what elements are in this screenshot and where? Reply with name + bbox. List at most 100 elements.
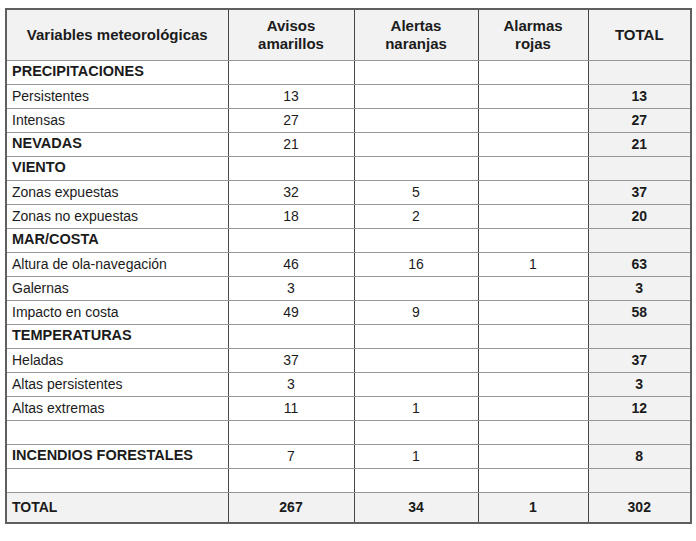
table-row-empty [6, 468, 691, 492]
cell-alarmas-rojas [478, 204, 588, 228]
cell-alertas-naranjas: 2 [354, 204, 478, 228]
cell-avisos-amarillos [228, 468, 354, 492]
cell-total: 8 [588, 444, 691, 468]
cell-avisos-amarillos: 21 [228, 132, 354, 156]
table-row-impacto-costa: Impacto en costa 49 9 58 [6, 300, 691, 324]
table-row-zonas-expuestas: Zonas expuestas 32 5 37 [6, 180, 691, 204]
cell-total [588, 228, 691, 252]
cell-alertas-naranjas [354, 132, 478, 156]
page: Variables meteorológicas Avisos amarillo… [0, 0, 696, 541]
cell-avisos-amarillos: 27 [228, 108, 354, 132]
cell-total [588, 156, 691, 180]
cell-total: 13 [588, 84, 691, 108]
cell-avisos-amarillos [228, 228, 354, 252]
cell-total: 37 [588, 348, 691, 372]
cell-avisos-amarillos: 37 [228, 348, 354, 372]
col-header-total: TOTAL [588, 9, 691, 60]
cell-alarmas-rojas [478, 396, 588, 420]
cell-avisos-amarillos: 11 [228, 396, 354, 420]
table-row-altas-persistentes: Altas persistentes 3 3 [6, 372, 691, 396]
row-label: INCENDIOS FORESTALES [6, 444, 228, 468]
cell-alertas-naranjas: 9 [354, 300, 478, 324]
row-label [6, 420, 228, 444]
row-label: TOTAL [6, 492, 228, 523]
cell-alarmas-rojas [478, 156, 588, 180]
table-row-precipitaciones: PRECIPITACIONES [6, 60, 691, 84]
cell-total [588, 468, 691, 492]
cell-total: 37 [588, 180, 691, 204]
cell-avisos-amarillos: 46 [228, 252, 354, 276]
header-row: Variables meteorológicas Avisos amarillo… [6, 9, 691, 60]
cell-alertas-naranjas [354, 108, 478, 132]
table-row-viento: VIENTO [6, 156, 691, 180]
table-row-empty [6, 420, 691, 444]
cell-total [588, 60, 691, 84]
weather-warnings-table: Variables meteorológicas Avisos amarillo… [5, 8, 692, 524]
cell-total: 27 [588, 108, 691, 132]
cell-alarmas-rojas [478, 228, 588, 252]
row-label: Galernas [6, 276, 228, 300]
cell-alarmas-rojas [478, 180, 588, 204]
cell-total: 302 [588, 492, 691, 523]
cell-avisos-amarillos: 3 [228, 276, 354, 300]
cell-avisos-amarillos: 13 [228, 84, 354, 108]
row-label: Altas extremas [6, 396, 228, 420]
cell-alertas-naranjas: 5 [354, 180, 478, 204]
col-header-alertas-naranjas: Alertas naranjas [354, 9, 478, 60]
cell-alertas-naranjas [354, 156, 478, 180]
row-label: TEMPERATURAS [6, 324, 228, 348]
cell-avisos-amarillos: 3 [228, 372, 354, 396]
cell-avisos-amarillos [228, 156, 354, 180]
col-header-avisos-amarillos: Avisos amarillos [228, 9, 354, 60]
row-label: Zonas no expuestas [6, 204, 228, 228]
cell-alarmas-rojas [478, 300, 588, 324]
cell-total: 12 [588, 396, 691, 420]
cell-alertas-naranjas [354, 60, 478, 84]
cell-alarmas-rojas: 1 [478, 252, 588, 276]
row-label: Impacto en costa [6, 300, 228, 324]
cell-total: 3 [588, 372, 691, 396]
cell-alarmas-rojas [478, 444, 588, 468]
cell-avisos-amarillos [228, 60, 354, 84]
cell-total: 21 [588, 132, 691, 156]
cell-alarmas-rojas [478, 276, 588, 300]
col-header-alarmas-rojas: Alarmas rojas [478, 9, 588, 60]
cell-alarmas-rojas [478, 348, 588, 372]
row-label: NEVADAS [6, 132, 228, 156]
cell-alertas-naranjas [354, 420, 478, 444]
table-row-incendios-forestales: INCENDIOS FORESTALES 7 1 8 [6, 444, 691, 468]
cell-alarmas-rojas [478, 420, 588, 444]
cell-alarmas-rojas [478, 84, 588, 108]
cell-avisos-amarillos: 32 [228, 180, 354, 204]
cell-total [588, 324, 691, 348]
cell-alertas-naranjas [354, 228, 478, 252]
cell-alarmas-rojas [478, 60, 588, 84]
table-row-intensas: Intensas 27 27 [6, 108, 691, 132]
table-row-total: TOTAL 267 34 1 302 [6, 492, 691, 523]
row-label: Persistentes [6, 84, 228, 108]
cell-avisos-amarillos: 49 [228, 300, 354, 324]
col-header-variables: Variables meteorológicas [6, 9, 228, 60]
cell-avisos-amarillos [228, 420, 354, 444]
row-label: Zonas expuestas [6, 180, 228, 204]
table-row-altas-extremas: Altas extremas 11 1 12 [6, 396, 691, 420]
cell-alertas-naranjas [354, 324, 478, 348]
row-label: VIENTO [6, 156, 228, 180]
cell-alertas-naranjas: 34 [354, 492, 478, 523]
cell-avisos-amarillos: 7 [228, 444, 354, 468]
cell-alarmas-rojas [478, 132, 588, 156]
row-label [6, 468, 228, 492]
cell-alertas-naranjas [354, 276, 478, 300]
cell-alarmas-rojas [478, 372, 588, 396]
table-row-temperaturas: TEMPERATURAS [6, 324, 691, 348]
cell-alarmas-rojas [478, 324, 588, 348]
table-row-heladas: Heladas 37 37 [6, 348, 691, 372]
table-row-nevadas: NEVADAS 21 21 [6, 132, 691, 156]
cell-total: 3 [588, 276, 691, 300]
cell-alertas-naranjas [354, 348, 478, 372]
row-label: Intensas [6, 108, 228, 132]
cell-avisos-amarillos [228, 324, 354, 348]
table-row-mar-costa: MAR/COSTA [6, 228, 691, 252]
row-label: Altura de ola-navegación [6, 252, 228, 276]
cell-alertas-naranjas [354, 468, 478, 492]
